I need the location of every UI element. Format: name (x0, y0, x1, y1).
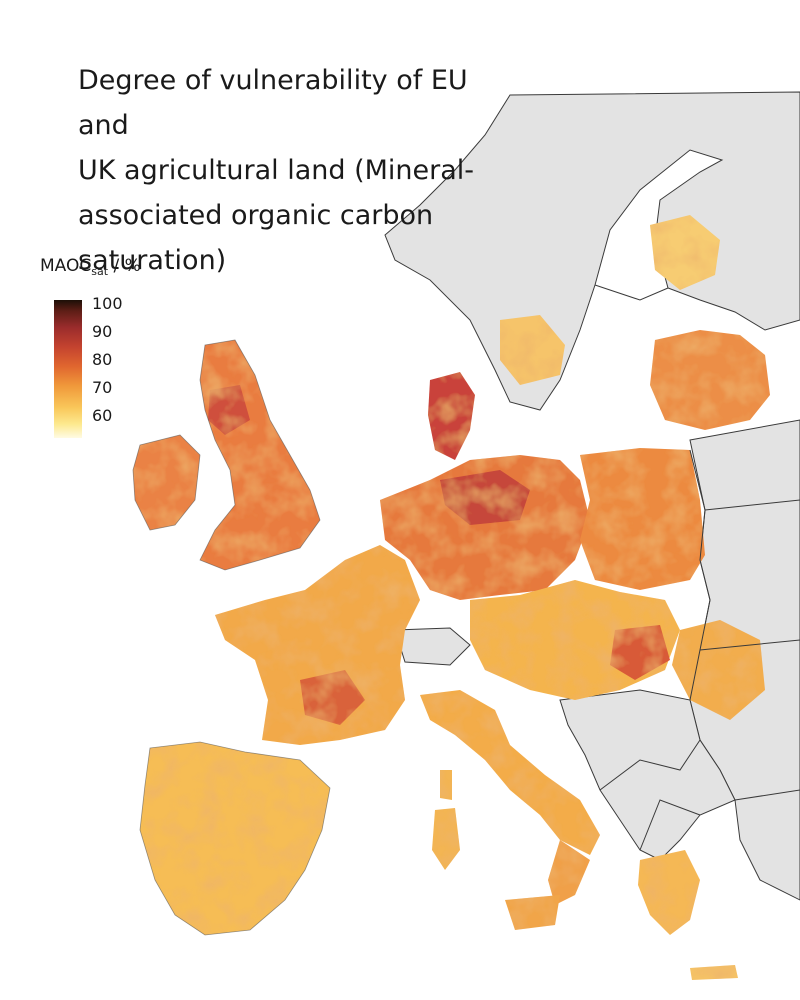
borders (594, 284, 800, 851)
legend-tick: 70 (92, 378, 113, 397)
title-line: associated organic carbon (78, 200, 434, 231)
border-line (734, 789, 800, 801)
eu-uk-land (133, 215, 770, 980)
germany-north-patch (440, 470, 530, 525)
border-line (704, 499, 800, 511)
crete (690, 965, 738, 980)
balkan-land (559, 689, 736, 861)
italy-region (420, 690, 600, 855)
corsica (440, 770, 452, 800)
coast-line (199, 339, 321, 571)
border-line (594, 284, 669, 301)
switzerland-land (394, 627, 471, 666)
legend-tick: 90 (92, 322, 113, 341)
map-title: Degree of vulnerability of EU and UK agr… (78, 58, 518, 283)
coastlines (132, 339, 331, 936)
romania-region (672, 620, 765, 720)
legend-tick: 80 (92, 350, 113, 369)
poland-region (580, 448, 705, 590)
denmark-region (428, 372, 475, 460)
scandinavia-land (384, 91, 800, 411)
south-finland (650, 215, 720, 290)
legend-var-main: MAOC (40, 256, 92, 276)
legend-tick: 60 (92, 406, 113, 425)
title-line: saturation) (78, 245, 227, 276)
border-line (699, 639, 800, 651)
italy-south (548, 840, 590, 905)
hungary-east-patch (610, 625, 670, 680)
germany-region (380, 455, 590, 600)
central-france-patch (300, 670, 365, 725)
coast-line (139, 741, 331, 936)
great-britain-region (200, 340, 320, 570)
legend-var-sub: sat (91, 265, 109, 278)
legend-tick: 100 (92, 294, 123, 313)
scotland-patch (208, 385, 250, 435)
ireland-region (133, 435, 200, 530)
baltics-region (650, 330, 770, 430)
south-sweden (500, 315, 565, 385)
title-line: UK agricultural land (Mineral- (78, 155, 475, 186)
greece-region (638, 850, 700, 935)
legend-title: MAOCsat / % (40, 256, 141, 278)
france-region (215, 545, 420, 745)
sicily (505, 895, 560, 930)
coast-line (132, 434, 201, 531)
title-line: Degree of vulnerability of EU and (78, 65, 468, 141)
border-line (639, 799, 701, 851)
sardinia (432, 808, 460, 870)
legend-color-bar (54, 300, 82, 438)
border-line (689, 449, 711, 701)
iberia-region (140, 742, 330, 935)
legend-var-unit: / % (108, 256, 141, 276)
border-line (599, 739, 701, 791)
